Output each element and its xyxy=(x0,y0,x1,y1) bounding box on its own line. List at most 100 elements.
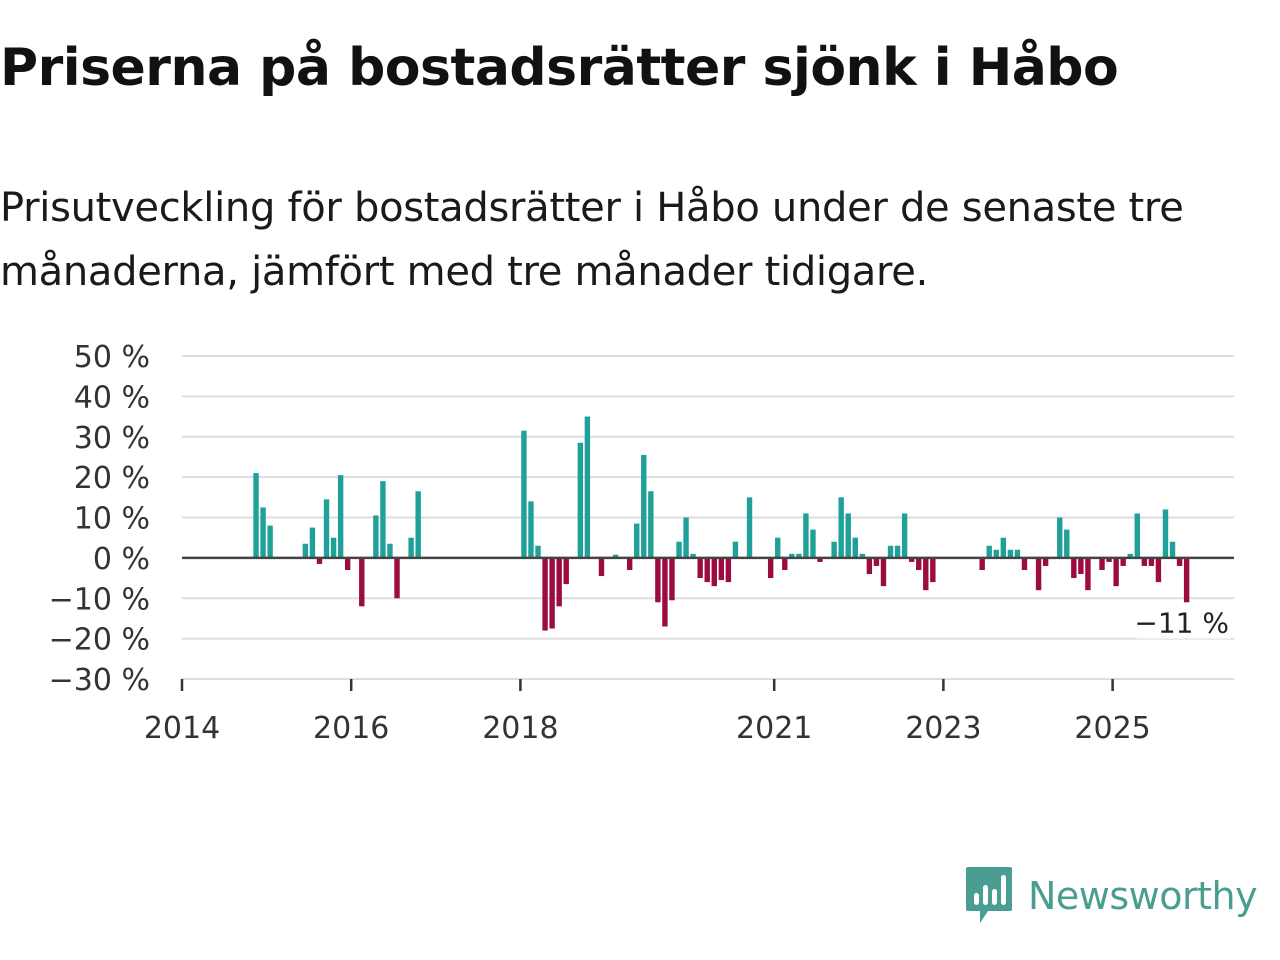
chart-subtitle: Prisutveckling för bostadsrätter i Håbo … xyxy=(0,185,1184,295)
bar xyxy=(887,545,894,558)
bar xyxy=(521,430,527,558)
bar xyxy=(1042,557,1049,566)
bar xyxy=(563,557,569,585)
bar xyxy=(260,507,266,558)
x-tick-label: 2021 xyxy=(736,711,812,746)
bar xyxy=(1021,557,1028,570)
bar xyxy=(683,517,689,558)
bar xyxy=(880,557,887,587)
bar xyxy=(1113,557,1119,587)
bar xyxy=(253,473,259,558)
bar xyxy=(1106,557,1112,562)
x-tick-label: 2018 xyxy=(482,711,558,746)
bar xyxy=(387,543,393,558)
bar xyxy=(1134,513,1140,558)
bar xyxy=(1014,549,1021,558)
bar xyxy=(1078,557,1084,575)
bar xyxy=(1085,557,1091,591)
chart-title: Priserna på bostadsrätter sjönk i Håbo xyxy=(0,38,1119,98)
bar xyxy=(894,545,901,558)
x-tick-label: 2014 xyxy=(144,711,220,746)
bar xyxy=(373,515,379,558)
x-axis-labels: 2014 2016 2018 2021 2023 2025 xyxy=(144,679,1151,746)
bar xyxy=(676,541,682,558)
bar xyxy=(1169,541,1176,558)
y-tick-label: −30 % xyxy=(49,663,150,698)
bar xyxy=(267,525,273,558)
bar xyxy=(838,497,844,558)
bar xyxy=(535,545,541,558)
bar xyxy=(718,557,725,581)
bar xyxy=(803,513,809,558)
bar xyxy=(690,553,696,558)
bar xyxy=(302,543,309,558)
y-tick-label: −10 % xyxy=(49,582,150,617)
bar xyxy=(394,557,400,599)
bar xyxy=(1007,549,1014,558)
bar xyxy=(782,557,788,570)
bar xyxy=(655,557,661,603)
bar xyxy=(732,541,739,558)
x-tick-label: 2016 xyxy=(313,711,389,746)
bar xyxy=(697,557,703,579)
bar xyxy=(330,537,337,558)
bar xyxy=(810,529,816,558)
bar xyxy=(711,557,717,587)
bar xyxy=(337,475,344,558)
bar xyxy=(831,541,837,558)
bar xyxy=(725,557,732,583)
bar xyxy=(528,501,534,558)
bar xyxy=(641,454,647,558)
bar xyxy=(612,554,619,558)
bar xyxy=(662,557,668,627)
newsworthy-logo-icon xyxy=(966,867,1012,923)
bar xyxy=(549,557,555,629)
y-tick-label: 40 % xyxy=(74,380,150,415)
bar xyxy=(316,557,323,564)
bar xyxy=(901,513,908,558)
bar xyxy=(1000,537,1007,558)
bar xyxy=(979,557,985,570)
bar xyxy=(1183,557,1190,603)
bar xyxy=(796,553,802,558)
bar xyxy=(930,557,936,583)
bar xyxy=(1099,557,1105,570)
y-tick-label: 20 % xyxy=(74,461,150,496)
x-tick-label: 2023 xyxy=(905,711,981,746)
bar xyxy=(626,557,633,570)
bar xyxy=(634,523,640,558)
bar xyxy=(1162,509,1169,558)
bar xyxy=(923,557,929,591)
y-tick-label: −20 % xyxy=(49,623,150,658)
bar xyxy=(1127,553,1133,558)
axes xyxy=(182,556,1234,680)
annotations: −11 % xyxy=(1134,607,1231,640)
bar xyxy=(669,557,675,601)
bar xyxy=(598,557,605,577)
bar xyxy=(866,557,873,575)
annotation-background xyxy=(1137,608,1231,639)
bar xyxy=(344,557,351,570)
bar xyxy=(704,557,710,583)
bar xyxy=(845,513,851,558)
brand-name: Newsworthy xyxy=(1028,874,1258,918)
bar xyxy=(852,537,858,558)
bar xyxy=(859,553,866,558)
bar xyxy=(556,557,562,607)
bar xyxy=(1176,557,1183,566)
y-tick-label: 0 % xyxy=(93,542,150,577)
bar xyxy=(767,557,774,579)
bar xyxy=(1148,557,1155,566)
bar xyxy=(775,537,781,558)
bar xyxy=(577,442,584,558)
bar xyxy=(873,557,880,566)
y-tick-label: 30 % xyxy=(74,421,150,456)
y-axis-labels: 50 % 40 % 30 % 20 % 10 % 0 % −10 % −20 % −30 % xyxy=(49,340,150,698)
bar xyxy=(1057,517,1063,558)
bar xyxy=(584,416,591,558)
bar xyxy=(1155,557,1162,583)
y-tick-label: 50 % xyxy=(74,340,150,375)
bar xyxy=(908,557,915,562)
bar xyxy=(1071,557,1077,579)
bar xyxy=(309,527,316,558)
